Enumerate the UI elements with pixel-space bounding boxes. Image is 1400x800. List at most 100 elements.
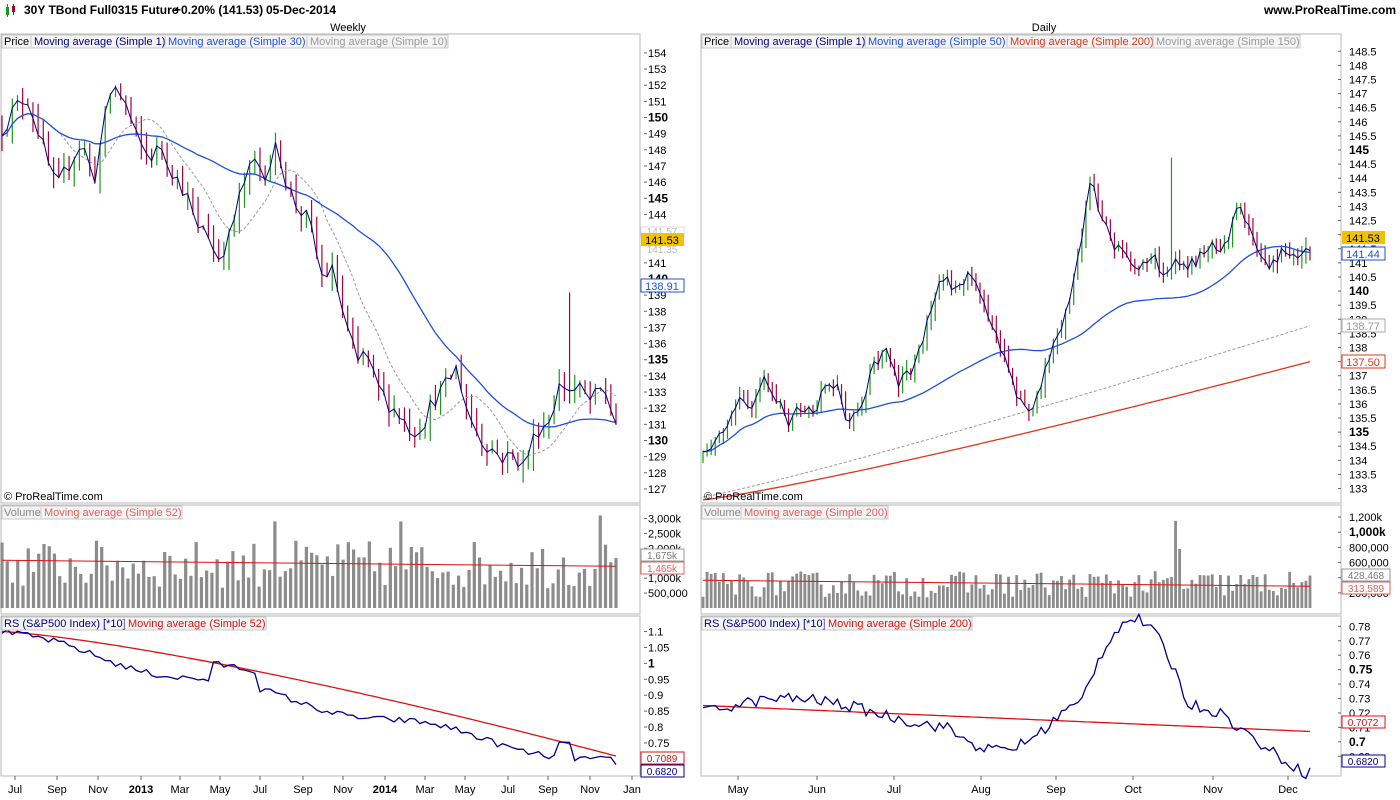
badge-daily-rs: 0.6820 — [1348, 757, 1379, 768]
volume-bar — [950, 574, 953, 608]
y-tick-label: 137 — [648, 322, 666, 334]
weekly-period-label: Weekly — [330, 22, 366, 34]
volume-bar — [488, 565, 492, 608]
volume-bar — [1280, 587, 1283, 608]
volume-bar — [561, 557, 566, 608]
volume-bar — [774, 595, 778, 608]
volume-bar — [770, 572, 774, 608]
badge-weekly-ma1: 141.57 — [647, 227, 678, 238]
y-tick-label: 134 — [1349, 455, 1367, 467]
volume-bar — [362, 557, 366, 608]
volume-bar — [441, 572, 445, 608]
site-url[interactable]: www.ProRealTime.com — [1263, 3, 1396, 17]
volume-bar — [409, 546, 413, 608]
volume-bar — [1210, 574, 1214, 608]
volume-bar — [1214, 587, 1218, 608]
volume-bar — [173, 574, 177, 608]
volume-bar — [1247, 579, 1251, 608]
y-tick-label: 148 — [648, 145, 666, 157]
daily-watermark: © ProRealTime.com — [704, 491, 803, 503]
weekly-rs-plot — [1, 628, 617, 765]
y-tick-label: 141 — [648, 258, 666, 270]
y-tick-label: 1 — [648, 656, 655, 670]
volume-bar — [37, 553, 41, 608]
volume-bar — [451, 584, 455, 608]
volume-bar — [205, 570, 209, 608]
x-tick-label: Jul — [501, 784, 515, 796]
volume-bar — [0, 542, 4, 608]
daily-volume-legend: Volume Moving average (Simple 200) — [701, 505, 889, 520]
price-change: +0.20% (141.53) — [174, 3, 264, 17]
volume-bar — [730, 580, 733, 608]
volume-bar — [16, 560, 20, 608]
volume-bar — [136, 573, 141, 608]
y-tick-label: 1.05 — [648, 642, 669, 654]
y-tick-label: 0.74 — [1349, 679, 1370, 691]
volume-bar — [68, 558, 72, 608]
y-tick-label: 1,000k — [1349, 525, 1386, 539]
y-tick-label: 146 — [648, 177, 666, 189]
volume-bar — [884, 575, 888, 608]
volume-bar — [1064, 589, 1067, 608]
volume-bar — [1015, 575, 1019, 608]
volume-bar — [819, 584, 823, 608]
volume-bar — [320, 564, 324, 608]
volume-bar — [982, 584, 986, 608]
y-tick-label: 153 — [648, 64, 666, 76]
daily-rs-badges: 0.7072 0.6820 — [1341, 715, 1386, 768]
volume-bar — [721, 573, 725, 608]
volume-bar — [514, 583, 518, 608]
volume-bar — [766, 572, 770, 608]
volume-bar — [341, 559, 345, 608]
volume-bar — [509, 562, 513, 608]
x-tick-label: Nov — [1203, 784, 1223, 796]
badge-daily-volume: 428,468 — [1348, 571, 1385, 582]
volume-bar — [278, 576, 282, 608]
volume-bar — [941, 585, 945, 608]
volume-bar — [430, 571, 434, 608]
volume-bar — [477, 557, 482, 608]
ma-simple-10-line — [1, 113, 617, 456]
volume-bar — [105, 565, 109, 608]
volume-bar — [247, 577, 251, 608]
volume-bar — [294, 540, 298, 608]
volume-bar — [1166, 578, 1169, 608]
volume-bar — [100, 546, 104, 608]
volume-bar — [917, 596, 921, 608]
legend-rs-ma: Moving average (Simple 52) — [128, 618, 266, 630]
y-tick-label: 132 — [648, 403, 666, 415]
weekly-rs-pane[interactable] — [0, 615, 641, 777]
volume-bar — [754, 596, 758, 608]
y-tick-label: 145 — [648, 191, 668, 205]
badge-weekly-volume: 1,675k — [647, 551, 678, 562]
y-tick-label: 135.5 — [1349, 413, 1377, 425]
daily-rs-pane[interactable] — [700, 615, 1342, 777]
volume-bar — [946, 587, 949, 608]
volume-bar — [372, 571, 377, 608]
weekly-volume-legend: Volume Moving average (Simple 52) — [1, 505, 183, 520]
weekly-volume-badges: 1,675k 1,465k — [640, 548, 685, 575]
volume-bar — [925, 597, 929, 608]
y-tick-label: 145 — [1349, 143, 1369, 157]
volume-bar — [519, 567, 524, 608]
volume-bar — [1267, 589, 1271, 608]
daily-price-pane[interactable] — [700, 33, 1342, 504]
volume-bar — [803, 574, 807, 608]
volume-bar — [404, 569, 408, 608]
volume-bar — [63, 582, 67, 608]
volume-bar — [868, 595, 872, 608]
volume-bar — [147, 576, 151, 608]
x-tick-label: Jul — [887, 784, 901, 796]
volume-bar — [58, 576, 62, 608]
volume-bar — [799, 571, 803, 608]
price-close-line — [702, 182, 1311, 453]
volume-bar — [1129, 596, 1133, 608]
legend-ma-simple-10: Moving average (Simple 10) — [310, 36, 448, 48]
volume-bar — [52, 553, 57, 608]
volume-bar — [1043, 587, 1047, 608]
instrument-name: 30Y TBond Full0315 Future — [24, 3, 179, 17]
volume-bar — [567, 584, 571, 608]
x-tick-label: Jan — [623, 784, 641, 796]
volume-bar — [593, 568, 597, 608]
